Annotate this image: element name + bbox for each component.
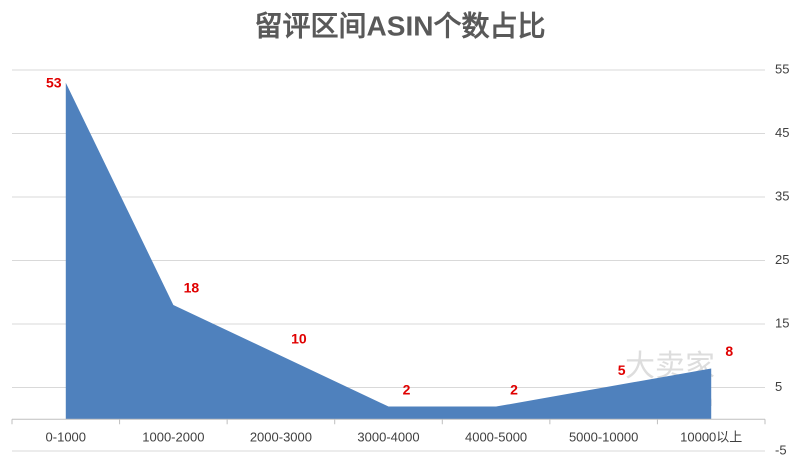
y-tick-label: 35 (775, 188, 789, 203)
x-tick-label: 4000-5000 (465, 429, 527, 444)
x-tick-label: 5000-10000 (569, 429, 638, 444)
data-label: 5 (618, 362, 626, 378)
area (65, 82, 712, 420)
data-label: 10 (291, 330, 307, 346)
data-label: 18 (184, 280, 200, 296)
y-tick-label: 5 (775, 379, 782, 394)
y-tick-label: 55 (775, 61, 789, 76)
x-tick-label: 0-1000 (46, 429, 86, 444)
chart-title: 留评区间ASIN个数占比 (255, 10, 546, 41)
x-tick-label: 2000-3000 (250, 429, 312, 444)
y-tick-label: 15 (775, 315, 789, 330)
data-label: 2 (510, 381, 518, 397)
x-tick-label: 1000-2000 (142, 429, 204, 444)
data-label: 53 (46, 74, 62, 90)
x-tick-label: 3000-4000 (357, 429, 419, 444)
y-tick-label: 45 (775, 125, 789, 140)
y-tick-label: 25 (775, 252, 789, 267)
data-label: 8 (725, 343, 733, 359)
x-tick-label: 10000以上 (680, 429, 742, 444)
y-tick-label: -5 (775, 442, 787, 457)
data-label: 2 (403, 381, 411, 397)
